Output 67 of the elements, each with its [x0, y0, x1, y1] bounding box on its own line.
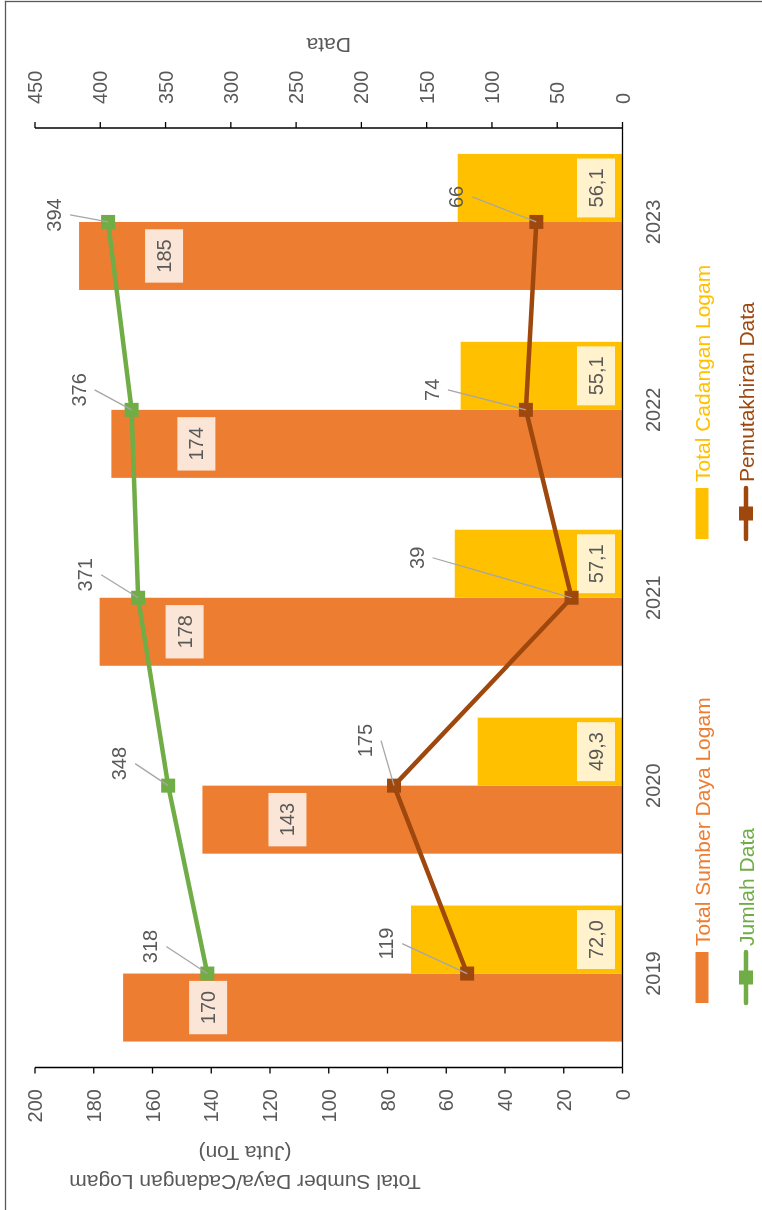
- y-tick-label: 2023: [642, 199, 664, 245]
- data-label: 72,0: [585, 920, 607, 960]
- data-label: 143: [276, 802, 299, 837]
- point: [518, 402, 533, 417]
- point: [131, 590, 146, 605]
- data-label: 56,1: [585, 168, 607, 208]
- bar: [111, 409, 623, 478]
- x-axis-title: Total Sumber Daya/Cadangan Logam (Juta Ton): [69, 1141, 421, 1194]
- data-label: 371: [74, 558, 97, 592]
- x2-axis-title: Data: [306, 33, 351, 57]
- point: [387, 778, 402, 793]
- y-tick-label: 2021: [642, 575, 664, 620]
- data-label: 318: [139, 929, 162, 964]
- data-label: 185: [153, 239, 176, 273]
- x2-tick-label: 100: [480, 70, 503, 104]
- bar: [123, 973, 623, 1042]
- data-label: 66: [445, 185, 468, 209]
- y-tick-label: 2020: [642, 763, 664, 808]
- data-label: 178: [173, 615, 196, 649]
- x2-tick-label: 250: [285, 70, 308, 104]
- x-tick-label: 0: [611, 1089, 634, 1101]
- text: Pemutakhiran Data: [734, 301, 758, 482]
- data-label: 348: [108, 746, 131, 781]
- x2-tick-label: 350: [154, 70, 177, 104]
- data-label: 175: [354, 723, 377, 758]
- x2-tick-label: 450: [24, 70, 46, 104]
- point: [460, 966, 475, 981]
- data-label: 376: [67, 373, 90, 407]
- data-label: 55,1: [585, 356, 607, 396]
- text: Total Cadangan Logam: [690, 264, 714, 482]
- x2-tick-label: 300: [219, 70, 242, 104]
- x2-tick-label: 200: [350, 70, 373, 104]
- data-label: 174: [185, 427, 208, 461]
- x-tick-label: 180: [82, 1089, 105, 1123]
- x-tick-label: 80: [376, 1089, 399, 1112]
- text: Jumlah Data: [734, 827, 758, 946]
- point: [529, 214, 544, 229]
- data-label: 57,1: [585, 544, 607, 584]
- data-label: 74: [420, 378, 443, 401]
- bar: [79, 221, 623, 290]
- bar: [99, 597, 623, 666]
- point: [200, 966, 215, 981]
- x-tick-label: 120: [259, 1089, 281, 1123]
- data-label: 119: [375, 927, 398, 960]
- data-label: 170: [197, 990, 220, 1025]
- point: [124, 402, 139, 417]
- text: Total Sumber Daya Logam: [690, 697, 714, 946]
- data-label: 39: [405, 546, 428, 569]
- x-tick-label: 60: [435, 1089, 458, 1112]
- bar: [202, 785, 623, 854]
- y-tick-label: 2022: [642, 387, 664, 433]
- x-tick-label: 40: [494, 1089, 516, 1112]
- x-tick-label: 160: [141, 1089, 164, 1123]
- point: [161, 778, 176, 793]
- x-tick-label: 20: [552, 1089, 575, 1112]
- point: [101, 214, 116, 229]
- y-tick-label: 2019: [642, 951, 664, 996]
- data-label: 394: [43, 198, 66, 232]
- x2-tick-label: 50: [546, 81, 569, 104]
- x2-tick-label: 0: [611, 92, 634, 104]
- x2-tick-label: 400: [89, 70, 112, 104]
- x-tick-label: 200: [24, 1089, 46, 1123]
- x-tick-label: 100: [317, 1089, 340, 1123]
- data-label: 49,3: [585, 732, 607, 772]
- x-tick-label: 140: [200, 1089, 223, 1123]
- x2-tick-label: 150: [415, 70, 438, 104]
- point: [564, 590, 579, 605]
